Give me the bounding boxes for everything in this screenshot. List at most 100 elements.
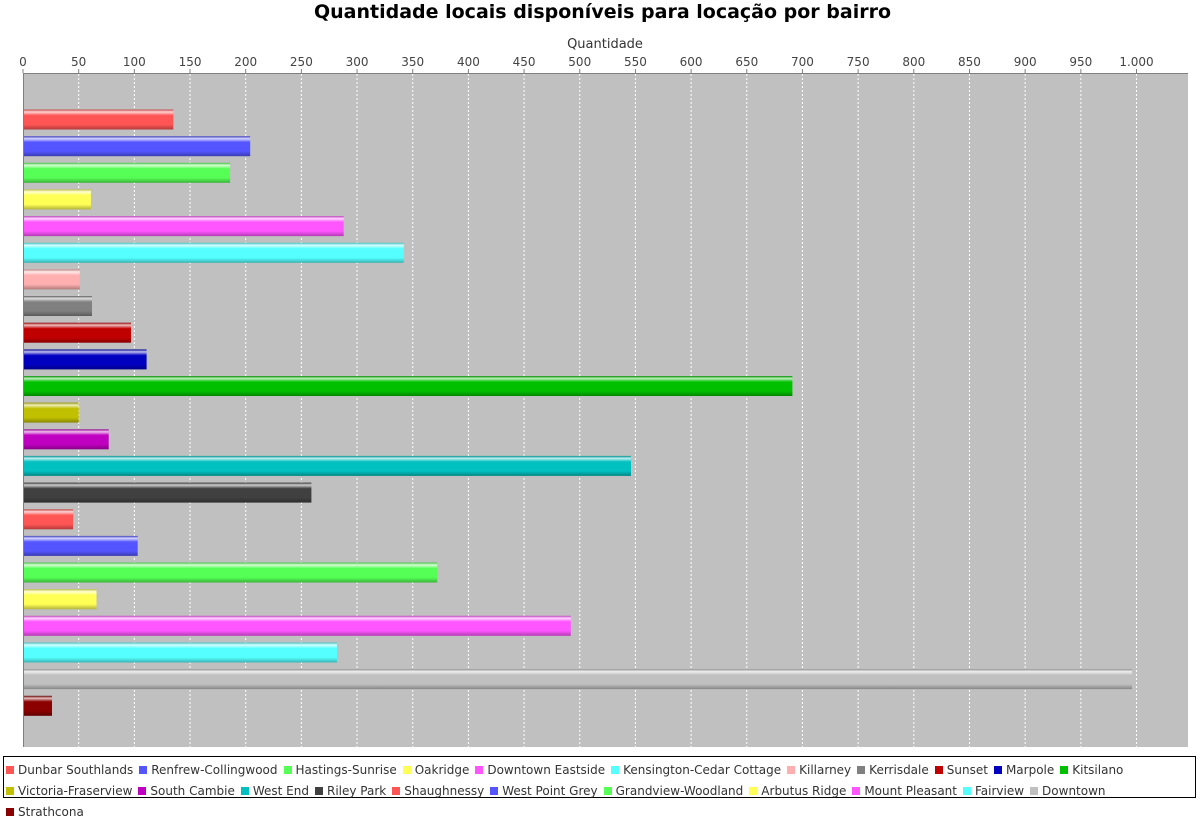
legend-swatch (475, 766, 484, 774)
bar-sunset (24, 322, 131, 343)
x-tick-label: 150 (179, 55, 202, 69)
legend-item: Shaughnessy (392, 781, 484, 802)
legend-item: Oakridge (402, 760, 469, 781)
x-tick-label: 500 (568, 55, 591, 69)
legend-swatch (402, 766, 411, 774)
legend-label: Victoria-Fraserview (18, 784, 133, 798)
legend-item: Sunset (934, 760, 988, 781)
x-tick-label: 550 (624, 55, 647, 69)
legend-label: South Cambie (150, 784, 235, 798)
bar-victoria-fraserview (24, 402, 79, 423)
legend-label: Mount Pleasant (864, 784, 957, 798)
legend-label: West End (252, 784, 309, 798)
bar-shaughnessy (24, 509, 74, 530)
x-tick-label: 600 (680, 55, 703, 69)
bar-dunbar-southlands (24, 109, 174, 130)
bar-renfrew-collingwood (24, 136, 251, 157)
legend-item: Victoria-Fraserview (6, 781, 132, 802)
bar-arbutus-ridge (24, 589, 97, 610)
x-tick-label: 700 (791, 55, 814, 69)
x-tick-label: 0 (19, 55, 27, 69)
legend-label: Shaughnessy (404, 784, 485, 798)
legend-label: Fairview (974, 784, 1025, 798)
x-tick-label: 800 (902, 55, 925, 69)
x-tick-label: 850 (958, 55, 981, 69)
bar-west-point-grey (24, 535, 138, 556)
legend-item: Mount Pleasant (852, 781, 957, 802)
legend-swatch (787, 766, 796, 774)
legend-swatch (749, 787, 758, 795)
bars (24, 109, 1132, 716)
legend-item: Killarney (787, 760, 851, 781)
x-tick-label: 300 (346, 55, 369, 69)
legend-item: Arbutus Ridge (749, 781, 846, 802)
x-tick-label: 650 (735, 55, 758, 69)
legend-item: South Cambie (138, 781, 235, 802)
legend-label: Riley Park (326, 784, 387, 798)
legend-swatch (934, 766, 943, 774)
bar-kerrisdale (24, 296, 92, 316)
legend-item: Kerrisdale (857, 760, 929, 781)
bar-hastings-sunrise (24, 162, 231, 183)
x-tick-label: 100 (123, 55, 146, 69)
legend-item: West Point Grey (490, 781, 598, 802)
legend-swatch (314, 787, 323, 795)
legend-swatch (611, 766, 620, 774)
legend-swatch (283, 766, 292, 774)
bar-strathcona (24, 695, 52, 716)
legend-item: Riley Park (314, 781, 387, 802)
legend-item: Downtown (1030, 781, 1106, 802)
bar-riley-park (24, 482, 312, 503)
x-axis: 0 50 100 150 200 250 300 350 400 450 500 550 600 650 7… (19, 55, 1154, 73)
x-tick-label: 750 (847, 55, 870, 69)
legend-item: Kitsilano (1060, 760, 1123, 781)
legend-swatch (6, 766, 14, 774)
bar-fairview (24, 642, 337, 663)
bar-downtown-eastside (24, 216, 344, 237)
legend-swatch (857, 766, 866, 774)
legend-swatch (1030, 787, 1039, 795)
legend-item: Kensington-Cedar Cottage (611, 760, 781, 781)
bar-chart: 0 50 100 150 200 250 300 350 400 450 500 550 600 650 7… (19, 37, 1188, 747)
x-tick-label: 1.000 (1119, 55, 1153, 69)
bar-marpole (24, 349, 147, 370)
legend-label: Renfrew-Collingwood (151, 763, 278, 777)
legend-item: Hastings-Sunrise (283, 760, 397, 781)
legend-swatch (1060, 766, 1069, 774)
legend-label: Killarney (799, 763, 852, 777)
legend-label: Kitsilano (1072, 763, 1124, 777)
x-tick-label: 250 (290, 55, 313, 69)
legend-label: Strathcona (18, 805, 84, 819)
legend-label: Sunset (946, 763, 988, 777)
legend-swatch (962, 787, 971, 795)
legend-item: West End (240, 781, 309, 802)
legend-swatch (138, 787, 147, 795)
legend-swatch (392, 787, 401, 795)
legend-item: Fairview (962, 781, 1025, 802)
x-tick-label: 350 (401, 55, 424, 69)
bar-south-cambie (24, 429, 109, 450)
x-tick-label: 400 (457, 55, 480, 69)
bar-kitsilano (24, 376, 793, 396)
bar-mount-pleasant (24, 615, 571, 636)
legend-swatch (603, 787, 612, 795)
legend-label: Dunbar Southlands (18, 763, 134, 777)
legend-swatch (6, 808, 14, 816)
legend-label: Hastings-Sunrise (295, 763, 397, 777)
legend-item: Marpole (993, 760, 1054, 781)
x-tick-label: 900 (1014, 55, 1037, 69)
legend-label: Arbutus Ridge (761, 784, 847, 798)
legend-swatch (6, 787, 14, 795)
legend-label: Grandview-Woodland (615, 784, 744, 798)
legend-swatch (240, 787, 249, 795)
legend-label: Downtown (1042, 784, 1106, 798)
bar-killarney (24, 269, 80, 290)
legend-label: Kerrisdale (869, 763, 929, 777)
bar-oakridge (24, 189, 91, 210)
bar-grandview-woodland (24, 562, 438, 583)
x-tick-label: 450 (513, 55, 536, 69)
x-axis-label: Quantidade (567, 37, 643, 52)
legend-item: Downtown Eastside (475, 760, 605, 781)
legend-label: Kensington-Cedar Cottage (623, 763, 782, 777)
chart-title: Quantidade locais disponíveis para locaç… (313, 1, 892, 23)
